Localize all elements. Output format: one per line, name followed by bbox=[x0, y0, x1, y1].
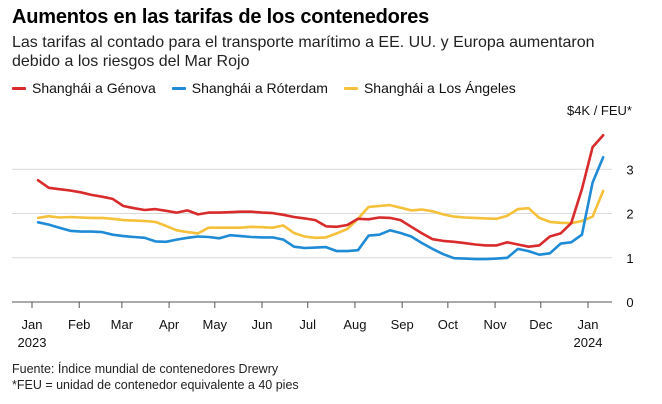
y-tick-label-2: 2 bbox=[626, 207, 633, 222]
x-tick-label-11: Dec bbox=[529, 317, 553, 332]
series-line-genova bbox=[36, 133, 605, 248]
x-tick-label-9: Oct bbox=[438, 317, 459, 332]
legend: Shanghái a Génova Shanghái a Róterdam Sh… bbox=[12, 79, 532, 97]
x-tick-label-0: Jan bbox=[22, 317, 43, 332]
x-tick-label-5: Jun bbox=[252, 317, 273, 332]
y-unit-label: $4K / FEU* bbox=[566, 103, 632, 118]
x-tick-year-12: 2024 bbox=[574, 335, 603, 350]
legend-item-roterdam: Shanghái a Róterdam bbox=[171, 80, 328, 96]
x-tick-label-6: Jul bbox=[299, 317, 316, 332]
chart-title: Aumentos en las tarifas de los contenedo… bbox=[12, 6, 430, 28]
feu-footnote: *FEU = unidad de contenedor equivalente … bbox=[12, 378, 299, 392]
source-note: Fuente: Índice mundial de contenedores D… bbox=[12, 361, 299, 393]
x-tick-label-1: Feb bbox=[68, 317, 90, 332]
x-tick-label-8: Sep bbox=[391, 317, 414, 332]
chart-subtitle: Las tarifas al contado para el transport… bbox=[12, 34, 595, 70]
x-tick-label-3: Apr bbox=[159, 317, 180, 332]
x-tick-label-10: Nov bbox=[484, 317, 508, 332]
source-text: Fuente: Índice mundial de contenedores D… bbox=[12, 362, 279, 376]
y-tick-label-0: 0 bbox=[626, 295, 633, 310]
y-tick-label-3: 3 bbox=[626, 162, 633, 177]
legend-swatch-los-angeles bbox=[343, 86, 358, 90]
legend-swatch-genova bbox=[12, 86, 26, 90]
legend-swatch-roterdam bbox=[171, 86, 186, 90]
legend-label-los-angeles: Shanghái a Los Ángeles bbox=[363, 80, 516, 96]
series-line-los-angeles bbox=[36, 189, 605, 240]
legend-label-genova: Shanghái a Génova bbox=[32, 80, 156, 96]
x-tick-label-4: May bbox=[203, 317, 228, 332]
legend-label-roterdam: Shanghái a Róterdam bbox=[191, 80, 328, 96]
x-tick-label-2: Mar bbox=[111, 317, 134, 332]
x-tick-label-12: Jan bbox=[578, 317, 599, 332]
x-tick-label-7: Aug bbox=[343, 317, 366, 332]
legend-item-los-angeles: Shanghái a Los Ángeles bbox=[343, 80, 516, 96]
x-tick-year-0: 2023 bbox=[18, 335, 47, 350]
legend-item-genova: Shanghái a Génova bbox=[12, 80, 156, 96]
series-line-roterdam bbox=[36, 156, 605, 261]
y-tick-label-1: 1 bbox=[626, 251, 633, 266]
